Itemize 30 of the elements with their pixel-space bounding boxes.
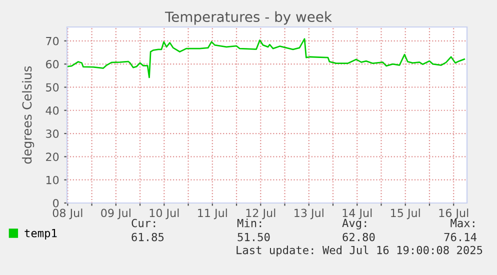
text: 61.85 bbox=[132, 232, 164, 242]
text: Last update: Wed Jul 16 19:00:08 2025 bbox=[236, 246, 482, 256]
text: 62.80 bbox=[342, 232, 375, 242]
y-tick-label: 10 bbox=[46, 176, 59, 184]
text: Max: bbox=[450, 218, 474, 228]
y-tick-label: 50 bbox=[46, 83, 59, 92]
x-tick-label: 09 Jul bbox=[101, 208, 130, 220]
x-tick-label: 13 Jul bbox=[294, 208, 324, 220]
y-tick-label: 60 bbox=[46, 60, 59, 68]
text: 51.50 bbox=[238, 232, 270, 242]
x-tick-label: 12 Jul bbox=[246, 208, 276, 220]
x-tick-label: 11 Jul bbox=[198, 208, 227, 220]
line-series bbox=[67, 38, 466, 78]
text: 76.14 bbox=[444, 232, 476, 242]
text: Cur: bbox=[132, 218, 156, 228]
x-tick-label: 08 Jul bbox=[52, 208, 82, 220]
x-tick-label: 15 Jul bbox=[391, 208, 420, 220]
chart-title: Temperatures - by week bbox=[164, 11, 332, 25]
text: Min: bbox=[237, 218, 262, 228]
x-tick-label: 16 Jul bbox=[439, 208, 468, 220]
y-tick-label: 40 bbox=[46, 106, 59, 115]
x-tick-label: 10 Jul bbox=[150, 208, 179, 220]
y-tick-label: 70 bbox=[46, 36, 59, 46]
y-tick-label: 30 bbox=[46, 130, 59, 138]
legend-label: temp1 bbox=[24, 229, 57, 240]
text: Avg: bbox=[342, 218, 366, 230]
y-tick-label: 20 bbox=[46, 152, 59, 162]
y-axis-title: degrees Celsius bbox=[22, 66, 34, 164]
x-tick-label: 14 Jul bbox=[342, 208, 372, 220]
y-tick-label: 0 bbox=[53, 198, 59, 208]
